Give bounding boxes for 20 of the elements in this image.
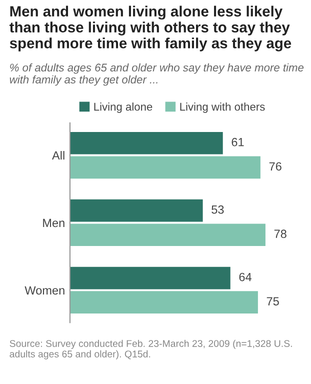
chart-title: Men and women living alone less likely than those living with others to say they spend more time with family as they age	[10, 6, 292, 52]
bar	[70, 224, 266, 246]
data-label: 61	[232, 138, 244, 146]
bar	[70, 156, 260, 179]
data-label: 78	[274, 230, 286, 238]
data-label: 64	[239, 272, 252, 282]
bar	[70, 266, 230, 290]
y-tick-label: Women	[24, 286, 64, 295]
data-label: 75	[266, 297, 279, 306]
data-label: 76	[269, 162, 282, 171]
bar	[70, 132, 223, 154]
bar	[70, 291, 258, 314]
chart-subtitle: % of adults ages 65 and older who say they have more time with family as they get older ...	[10, 63, 304, 86]
source-note: Source: Survey conducted Feb. 23-March 23, 2009 (n=1,328 U.S. adults ages 65 and older). Q15d.	[10, 340, 292, 360]
y-tick-label: Men	[43, 218, 64, 228]
y-tick-label: All	[52, 150, 64, 160]
legend-label: Living with others	[180, 102, 265, 113]
data-label: 53	[212, 205, 224, 214]
legend-label: Living alone	[94, 102, 152, 113]
bar	[70, 199, 203, 222]
